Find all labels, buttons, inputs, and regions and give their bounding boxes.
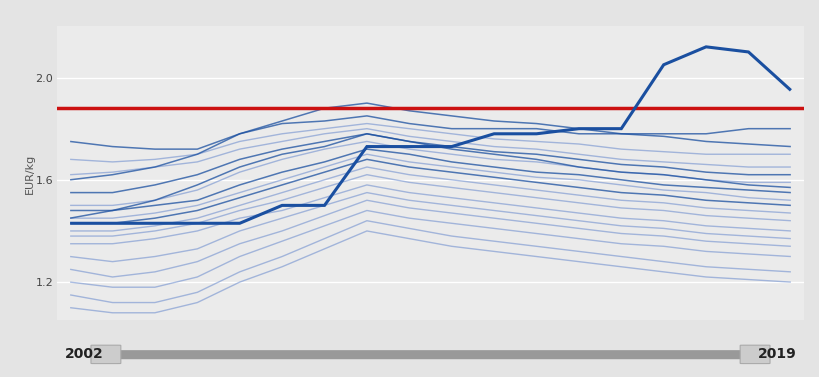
Y-axis label: EUR/kg: EUR/kg <box>25 153 35 193</box>
Text: 2019: 2019 <box>757 347 795 362</box>
FancyBboxPatch shape <box>740 345 769 363</box>
Text: 2002: 2002 <box>65 347 103 362</box>
FancyBboxPatch shape <box>102 350 758 359</box>
FancyBboxPatch shape <box>91 345 120 363</box>
